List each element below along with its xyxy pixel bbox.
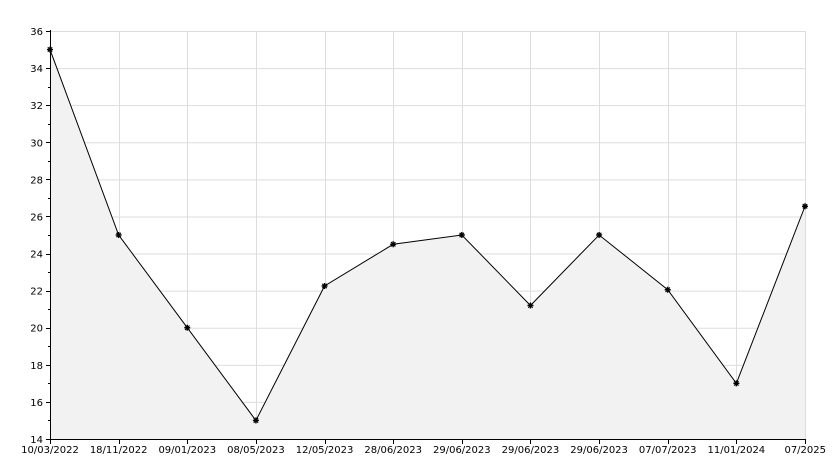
data-point [733,380,740,387]
marker-stroke [665,287,671,293]
y-tick-label: 36 [30,27,43,38]
marker-stroke [253,417,259,424]
data-point [596,232,603,238]
axes [46,30,806,444]
data-point [664,286,671,293]
data-point [390,241,397,248]
x-tick-label: 09/01/2023 [158,445,216,456]
y-tick-label: 24 [30,250,43,261]
data-point [321,283,328,289]
x-tick-label: 08/05/2023 [227,445,285,456]
y-tick-label: 34 [30,64,43,75]
y-tick-label: 16 [30,398,43,409]
marker-stroke [527,302,534,309]
x-tick-labels: 10/03/2022 18/11/2022 09/01/2023 08/05/2023… [21,445,826,456]
y-tick-label: 18 [30,361,43,372]
y-tick-label: 14 [30,435,43,446]
marker-stroke [733,380,739,386]
x-tick-label: 11/01/2024 [708,445,766,456]
data-point [458,232,465,238]
data-point [527,302,534,309]
series-line [49,49,806,422]
x-tick-label: 29/06/2023 [502,445,560,456]
marker-stroke [459,232,465,238]
x-tick-label: 29/06/2023 [570,445,628,456]
data-point [802,203,808,210]
x-tick-label: 10/03/2022 [21,445,79,456]
y-tick-labels: 14 16 18 20 22 24 26 28 30 32 34 36 [30,27,43,446]
y-tick-label: 26 [30,212,43,223]
marker-stroke [802,203,808,209]
grid-lines [50,31,806,439]
y-tick-label: 22 [30,287,43,298]
marker-stroke [184,325,190,331]
area-fill [50,49,805,439]
x-tick-label: 18/11/2022 [90,445,148,456]
marker-stroke [116,232,122,238]
marker-stroke [596,232,602,238]
x-tick-label: 29/06/2023 [433,445,491,456]
data-point [252,417,259,424]
y-tick-label: 20 [30,324,43,335]
y-tick-label: 32 [30,101,43,112]
x-tick-label: 28/06/2023 [364,445,422,456]
data-point [184,324,191,331]
marker-stroke [321,283,328,289]
y-tick-label: 30 [30,138,43,149]
y-tick-label: 28 [30,175,43,186]
x-tick-label: 07/07/2023 [639,445,697,456]
marker-stroke [390,241,396,247]
data-point [115,232,122,238]
x-tick-label: 07/2025 [784,445,826,456]
x-tick-label: 12/05/2023 [296,445,354,456]
